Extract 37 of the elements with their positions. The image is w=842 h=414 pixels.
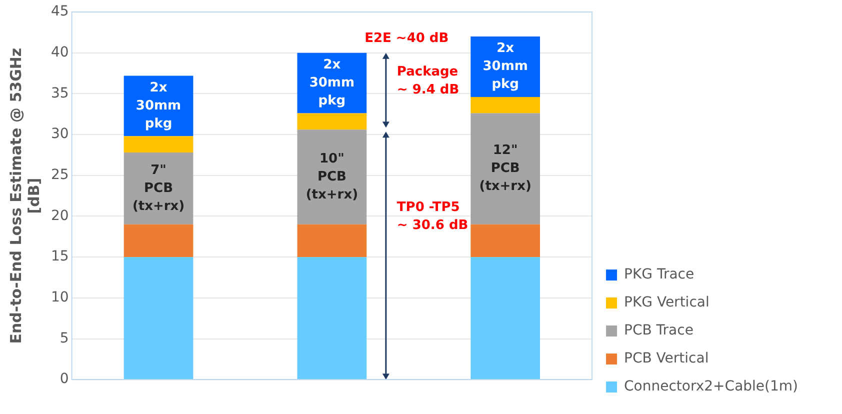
y-tick-label: 45 — [50, 4, 69, 20]
bar — [470, 113, 540, 224]
y-tick-label: 35 — [50, 85, 69, 102]
bar — [124, 152, 194, 224]
legend-label: PCB Vertical — [624, 350, 709, 367]
bar — [124, 224, 194, 258]
bar — [297, 130, 367, 224]
annotation: 10" PCB (tx+rx) — [306, 151, 358, 202]
annotation: 2x 30mm pkg — [482, 41, 528, 92]
bar — [470, 257, 540, 380]
annotation: Package ~ 9.4 dB — [396, 64, 460, 98]
annotation: TP0 -TP5 ~ 30.6 dB — [396, 200, 468, 234]
legend-label: PCB Trace — [624, 322, 694, 339]
y-tick-label: 25 — [50, 167, 69, 184]
bar — [297, 113, 367, 130]
y-tick-label: 0 — [60, 371, 69, 388]
bar — [124, 136, 194, 153]
annotation: 12" PCB (tx+rx) — [479, 143, 532, 194]
y-tick-label: 20 — [50, 208, 69, 224]
annotation: 2x 30mm pkg — [309, 57, 355, 108]
legend-label: Connectorx2+Cable(1m) — [624, 378, 798, 395]
legend-label: PKG Trace — [624, 266, 694, 283]
legend-label: PKG Vertical — [624, 294, 710, 311]
y-tick-label: 5 — [60, 330, 69, 346]
bar — [297, 257, 367, 380]
annotation: 2x 30mm pkg — [136, 80, 182, 132]
annotation: 7" PCB (tx+rx) — [132, 162, 185, 214]
y-axis-title: End-to-End Loss Estimate @ 53GHz [dB] — [6, 48, 43, 344]
bar — [297, 224, 367, 258]
bar — [470, 96, 540, 114]
y-tick-label: 40 — [50, 44, 69, 60]
y-tick-label: 30 — [50, 126, 69, 142]
bar — [470, 224, 540, 258]
y-tick-label: 10 — [50, 290, 69, 306]
bar — [124, 257, 194, 380]
y-tick-label: 15 — [50, 248, 69, 265]
annotation: E2E ~40 dB — [364, 31, 449, 46]
